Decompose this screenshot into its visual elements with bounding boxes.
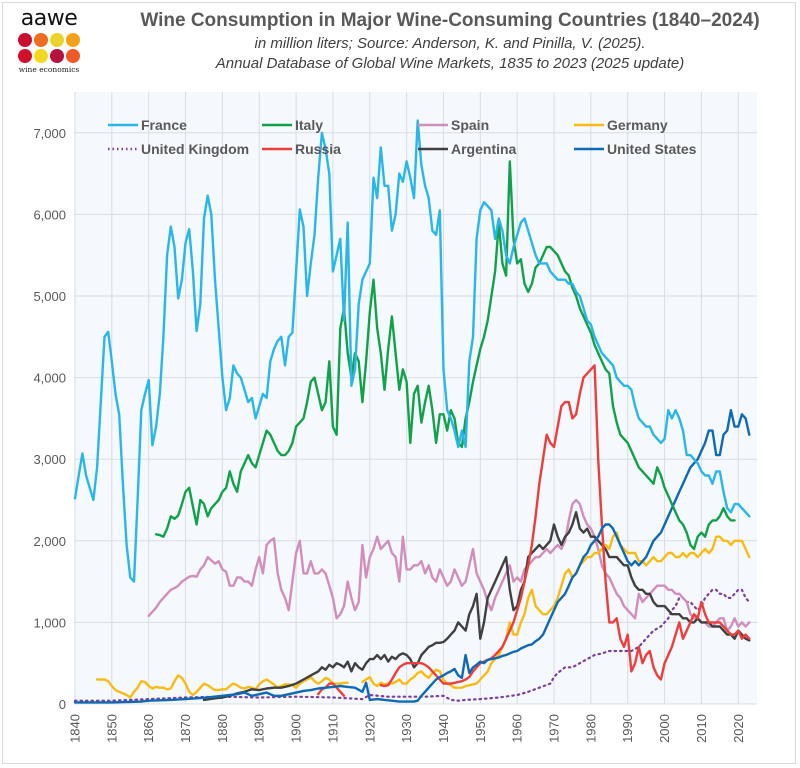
legend-item-spain: Spain [418, 117, 489, 133]
x-tick-label: 1910 [325, 714, 340, 743]
logo-dot [50, 49, 64, 63]
legend-item-united-states: United States [574, 141, 697, 157]
logo-wordmark: aawe [20, 6, 78, 31]
logo-dot [18, 33, 32, 47]
legend: France Italy Spain Germany United Kingdom Rus… [108, 117, 697, 157]
x-tick-label: 1960 [510, 714, 525, 743]
series-line-argentina [202, 511, 751, 702]
legend-label: United Kingdom [141, 141, 249, 157]
x-tick-label: 1880 [215, 714, 230, 743]
x-tick-label: 2020 [731, 714, 746, 743]
x-axis-ticks: 1840 1850 1860 1870 1880 1890 1900 1910 1920 1930… [68, 714, 746, 743]
y-tick-label: 0 [59, 697, 66, 712]
series-line-germany [95, 674, 349, 699]
x-tick-label: 1940 [436, 714, 451, 743]
logo-dot [50, 33, 64, 47]
x-tick-label: 1850 [104, 714, 119, 743]
x-tick-label: 1840 [68, 714, 83, 743]
x-tick-label: 1860 [141, 714, 156, 743]
series-line-united-kingdom [73, 588, 751, 702]
y-tick-label: 5,000 [33, 289, 66, 304]
legend-item-italy: Italy [262, 117, 323, 133]
legend-item-germany: Germany [574, 117, 668, 133]
legend-label: Russia [295, 141, 341, 157]
x-tick-label: 1870 [178, 714, 193, 743]
x-tick-label: 1930 [399, 714, 414, 743]
logo-dot [66, 33, 80, 47]
legend-item-russia: Russia [262, 141, 341, 157]
legend-label: United States [607, 141, 697, 157]
x-tick-label: 1890 [252, 714, 267, 743]
chart-subtitle-line2: Annual Database of Global Wine Markets, … [215, 55, 685, 72]
x-tick-label: 1980 [583, 714, 598, 743]
x-tick-label: 2010 [694, 714, 709, 743]
x-tick-label: 1990 [620, 714, 635, 743]
logo-tagline: wine economics [18, 65, 80, 74]
series-line-russia [379, 364, 751, 688]
aawe-logo: aawe wine economics [17, 8, 81, 74]
legend-item-united-kingdom: United Kingdom [108, 141, 249, 157]
y-axis-ticks: 0 1,000 2,000 3,000 4,000 5,000 6,000 7,000 [33, 126, 66, 712]
logo-dot [34, 33, 48, 47]
x-tick-label: 1950 [473, 714, 488, 743]
series-line-germany [361, 531, 751, 689]
logo-dot [34, 49, 48, 63]
y-tick-label: 4,000 [33, 371, 66, 386]
logo-dot [66, 49, 80, 63]
legend-item-argentina: Argentina [418, 141, 517, 157]
x-tick-label: 1900 [289, 714, 304, 743]
series-lines [73, 119, 751, 704]
series-line-france [73, 119, 751, 583]
chart-title: Wine Consumption in Major Wine-Consuming… [140, 10, 760, 31]
series-line-italy [154, 160, 736, 551]
legend-label: Italy [295, 117, 323, 133]
legend-item-france: France [108, 117, 187, 133]
chart-subtitle-line1: in million liters; Source: Anderson, K. … [254, 35, 646, 52]
x-tick-label: 2000 [657, 714, 672, 743]
y-tick-label: 2,000 [33, 534, 66, 549]
y-tick-label: 1,000 [33, 615, 66, 630]
y-tick-label: 6,000 [33, 207, 66, 222]
legend-label: Germany [607, 117, 668, 133]
logo-dots [17, 33, 81, 63]
legend-label: Argentina [451, 141, 517, 157]
x-tick-label: 1970 [547, 714, 562, 743]
legend-label: Spain [451, 117, 489, 133]
legend-label: France [141, 117, 187, 133]
logo-dot [18, 49, 32, 63]
y-tick-label: 3,000 [33, 452, 66, 467]
x-tick-label: 1920 [362, 714, 377, 743]
y-tick-label: 7,000 [33, 126, 66, 141]
